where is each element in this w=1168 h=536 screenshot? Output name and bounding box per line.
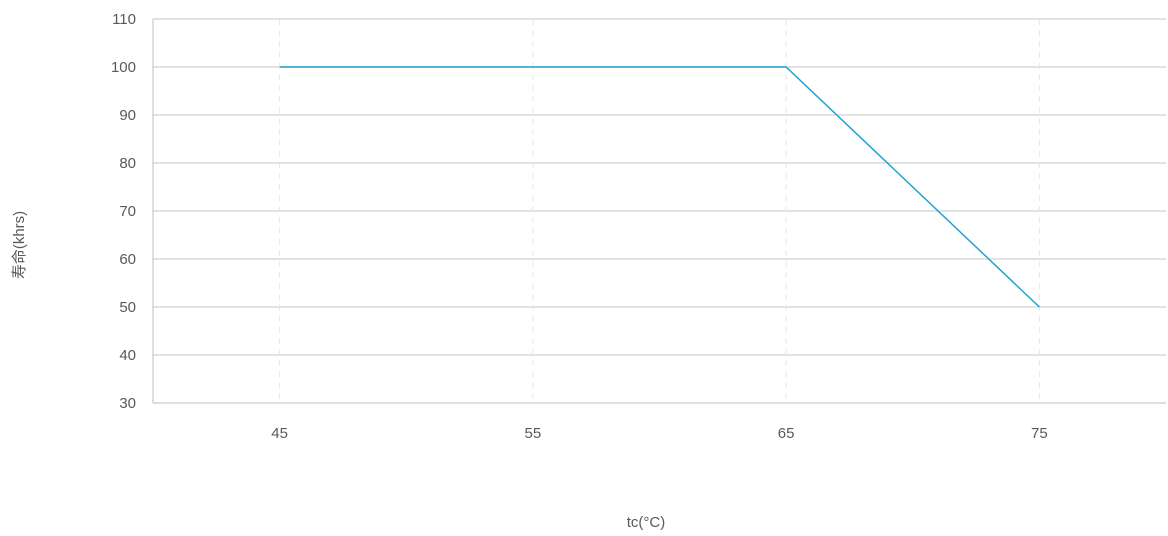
y-tick-label: 80 xyxy=(119,155,136,172)
y-tick-label: 100 xyxy=(111,59,136,76)
y-tick-label: 40 xyxy=(119,347,136,364)
grid-layer xyxy=(153,19,1166,403)
x-axis-title: tc(°C) xyxy=(627,514,666,531)
x-tick-label: 45 xyxy=(271,425,288,442)
x-tick-label: 75 xyxy=(1031,425,1048,442)
series-line xyxy=(280,67,1040,307)
x-tick-label: 65 xyxy=(778,425,795,442)
y-tick-label: 50 xyxy=(119,299,136,316)
label-layer: 30 40 50 60 70 80 90 100 110 45 55 65 75 xyxy=(111,11,1048,442)
x-tick-label: 55 xyxy=(525,425,542,442)
y-tick-label: 70 xyxy=(119,203,136,220)
y-tick-label: 110 xyxy=(112,11,136,28)
series-layer xyxy=(280,67,1040,307)
y-tick-label: 30 xyxy=(119,395,136,412)
y-axis-title: 寿命(khrs) xyxy=(10,211,28,279)
y-tick-label: 90 xyxy=(119,107,136,124)
y-tick-label: 60 xyxy=(119,251,136,268)
